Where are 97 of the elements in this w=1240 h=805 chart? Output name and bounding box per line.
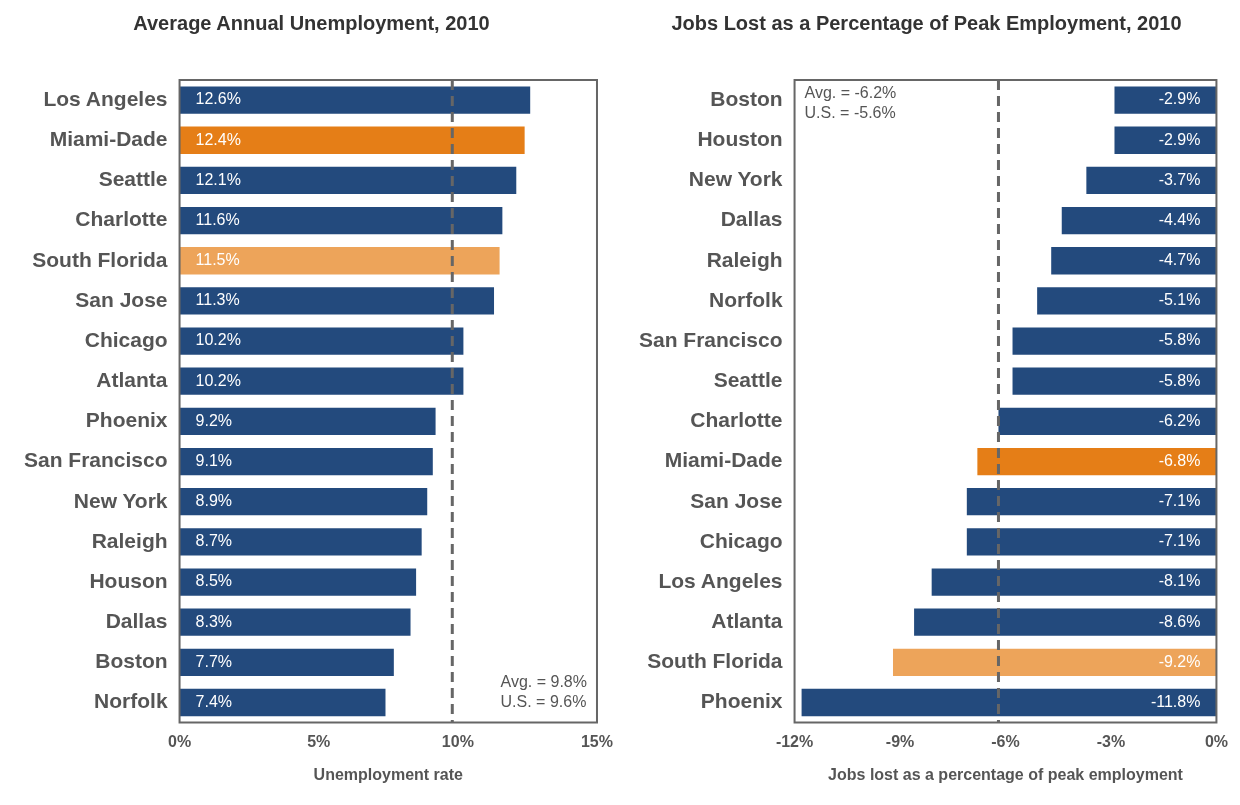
y-tick-label: Charlotte <box>690 408 783 432</box>
y-tick-label: New York <box>73 488 168 512</box>
y-tick-label: Norfolk <box>94 689 168 713</box>
data-label: 11.6% <box>195 210 240 228</box>
data-label: 8.7% <box>195 532 233 550</box>
y-tick-label: Raleigh <box>706 247 783 271</box>
bar <box>179 568 417 596</box>
data-label: -6.8% <box>1158 451 1201 469</box>
y-tick-label: Norfolk <box>709 287 783 311</box>
data-label: 12.1% <box>195 170 241 188</box>
x-axis-title: Unemployment rate <box>313 765 464 783</box>
x-axis-title: Jobs lost as a percentage of peak employment <box>828 765 1184 783</box>
data-label: -4.7% <box>1158 251 1201 269</box>
bar <box>179 86 531 114</box>
data-label: 8.9% <box>195 492 233 510</box>
y-tick-label: Chicago <box>699 528 783 552</box>
annotation: Avg. = -6.2% <box>804 84 897 102</box>
y-tick-label: Charlotte <box>75 207 168 231</box>
data-label: 11.3% <box>195 291 240 309</box>
data-label: -8.6% <box>1158 612 1201 630</box>
bar <box>179 407 436 436</box>
bar <box>179 166 517 195</box>
y-tick-label: New York <box>688 167 783 191</box>
y-tick-label: San Francisco <box>23 448 168 472</box>
y-tick-label: Dallas <box>105 608 168 632</box>
data-label: 9.1% <box>195 451 233 469</box>
x-tick-label: 15% <box>580 732 613 750</box>
annotation: Avg. = 9.8% <box>500 673 587 691</box>
data-label: -8.1% <box>1158 572 1201 590</box>
y-tick-label: Raleigh <box>91 528 168 552</box>
bar <box>179 367 464 395</box>
data-label: -11.8% <box>1150 692 1201 710</box>
bar <box>179 528 422 556</box>
data-label: 12.6% <box>195 90 241 108</box>
x-tick-label: -9% <box>885 732 915 750</box>
data-label: 11.5% <box>195 251 240 269</box>
y-tick-label: Los Angeles <box>658 568 783 592</box>
bar <box>179 206 503 235</box>
y-tick-label: Chicago <box>84 327 168 351</box>
data-label: -5.8% <box>1158 331 1201 349</box>
x-tick-label: 10% <box>441 732 474 750</box>
y-tick-label: Miami-Dade <box>49 127 168 151</box>
data-label: -5.8% <box>1158 371 1201 389</box>
x-tick-label: 5% <box>307 732 331 750</box>
y-tick-label: Phoenix <box>85 408 168 432</box>
y-tick-label: San Francisco <box>638 327 783 351</box>
bar <box>179 648 394 677</box>
bar <box>179 327 464 355</box>
chart-title: Jobs Lost as a Percentage of Peak Employment, 2010 <box>671 11 1182 34</box>
x-tick-label: -3% <box>1096 732 1126 750</box>
y-tick-label: Boston <box>95 649 168 673</box>
y-tick-label: Houston <box>697 127 783 151</box>
data-label: 12.4% <box>195 130 241 148</box>
chart-title: Average Annual Unemployment, 2010 <box>133 11 490 34</box>
data-label: 9.2% <box>195 411 233 429</box>
annotation: U.S. = -5.6% <box>804 104 896 122</box>
data-label: -3.7% <box>1158 170 1201 188</box>
data-label: 7.7% <box>195 652 233 670</box>
y-tick-label: Los Angeles <box>43 86 168 110</box>
bar <box>179 688 386 717</box>
bar <box>179 447 433 476</box>
x-tick-label: -6% <box>991 732 1020 750</box>
data-label: 8.3% <box>195 612 233 630</box>
y-tick-label: San Jose <box>690 488 783 512</box>
data-label: 10.2% <box>195 371 241 389</box>
y-tick-label: Seattle <box>98 167 168 191</box>
bar <box>179 126 525 154</box>
data-label: -7.1% <box>1158 532 1201 550</box>
y-tick-label: South Florida <box>647 649 783 673</box>
y-tick-label: Boston <box>710 86 783 110</box>
y-tick-label: Seattle <box>713 368 783 392</box>
data-label: -9.2% <box>1158 652 1201 670</box>
annotation: U.S. = 9.6% <box>500 693 587 711</box>
data-label: -2.9% <box>1158 130 1201 148</box>
data-label: 8.5% <box>195 572 233 590</box>
bar <box>179 488 428 516</box>
data-label: -2.9% <box>1158 90 1201 108</box>
y-tick-label: San Jose <box>75 287 168 311</box>
y-tick-label: Houson <box>89 568 168 592</box>
data-label: -4.4% <box>1158 210 1201 228</box>
y-tick-label: Atlanta <box>96 368 168 392</box>
data-label: -5.1% <box>1158 291 1201 309</box>
y-tick-label: Dallas <box>720 207 783 231</box>
y-tick-label: Phoenix <box>700 689 783 713</box>
data-label: -6.2% <box>1158 411 1201 429</box>
x-tick-label: 0% <box>1204 732 1228 750</box>
data-label: 10.2% <box>195 331 241 349</box>
data-label: 7.4% <box>195 692 233 710</box>
bar <box>179 608 411 636</box>
bar <box>179 247 500 275</box>
x-tick-label: 0% <box>167 732 192 750</box>
y-tick-label: South Florida <box>32 247 168 271</box>
y-tick-label: Atlanta <box>711 608 783 632</box>
data-label: -7.1% <box>1158 492 1201 510</box>
y-tick-label: Miami-Dade <box>664 448 783 472</box>
x-tick-label: -12% <box>775 732 814 750</box>
bar <box>179 287 495 315</box>
